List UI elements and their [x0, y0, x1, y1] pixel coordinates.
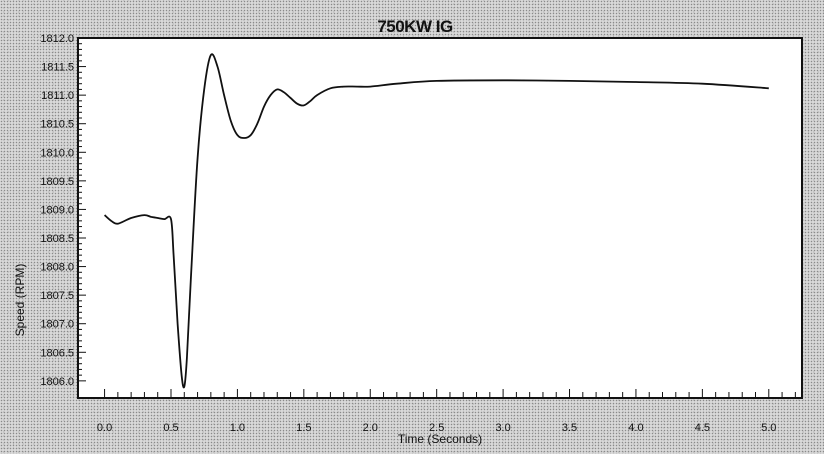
- y-axis-label: Speed (RPM): [13, 264, 27, 337]
- y-tick-label: 1809.5: [40, 176, 74, 188]
- series-layer: [103, 53, 769, 389]
- x-tick-label: 3.0: [495, 422, 510, 434]
- y-tick-label: 1812.0: [40, 33, 74, 45]
- y-tick-label: 1808.5: [40, 233, 74, 245]
- y-tick-label: 1808.0: [40, 262, 74, 274]
- y-tick-label: 1806.5: [40, 347, 74, 359]
- x-tick-label: 3.5: [562, 422, 577, 434]
- x-axis-ticks: 0.0 0.5 1.0 1.5 2.0 2.5 3.0 3.5 4.0 4.5 5.0: [97, 389, 796, 434]
- y-tick-label: 1811.0: [41, 90, 74, 102]
- plot-area: [77, 37, 803, 399]
- y-tick-label: 1811.5: [41, 62, 74, 74]
- x-tick-label: 1.0: [230, 422, 245, 434]
- y-tick-label: 1810.0: [40, 147, 74, 159]
- x-tick-label: 2.5: [429, 422, 444, 434]
- y-tick-label: 1810.5: [40, 119, 74, 131]
- y-tick-label: 1807.5: [40, 290, 74, 302]
- y-tick-label: 1807.0: [40, 319, 74, 331]
- series-line: [103, 53, 769, 389]
- x-tick-label: 4.5: [695, 422, 710, 434]
- x-axis-label: Time (Seconds): [398, 432, 482, 446]
- x-tick-label: 1.5: [296, 422, 311, 434]
- x-tick-label: 2.0: [363, 422, 378, 434]
- x-tick-label: 0.5: [163, 422, 178, 434]
- x-tick-label: 5.0: [761, 422, 776, 434]
- y-axis-ticks: 1812.0 1811.5 1811.0 1810.5 1810.0 1809.5 1809…: [40, 33, 86, 388]
- x-tick-label: 4.0: [628, 422, 643, 434]
- y-tick-label: 1806.0: [40, 376, 74, 388]
- chart-title: 750KW IG: [377, 17, 453, 36]
- y-tick-label: 1809.0: [40, 204, 74, 216]
- x-tick-label: 0.0: [97, 422, 112, 434]
